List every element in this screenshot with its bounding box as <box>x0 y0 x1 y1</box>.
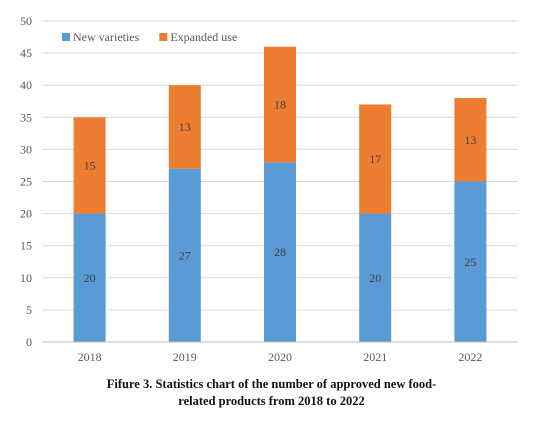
x-tick-label: 2019 <box>173 350 197 364</box>
data-label: 25 <box>464 255 476 269</box>
y-tick-label: 20 <box>20 207 32 221</box>
y-tick-label: 35 <box>20 110 32 124</box>
x-tick-label: 2018 <box>78 350 102 364</box>
data-label: 15 <box>84 158 96 172</box>
bars <box>73 46 487 342</box>
x-tick-label: 2020 <box>268 350 292 364</box>
y-tick-label: 50 <box>20 14 32 28</box>
legend-swatch <box>159 33 168 41</box>
data-label: 13 <box>464 133 476 147</box>
y-tick-label: 40 <box>20 78 32 92</box>
caption-line-1: Fifure 3. Statistics chart of the number… <box>106 377 437 391</box>
bar-segment <box>73 213 106 342</box>
y-tick-label: 25 <box>20 175 32 189</box>
y-tick-label: 0 <box>26 335 32 349</box>
bar-segment <box>73 117 106 214</box>
bar-segment <box>454 181 487 342</box>
data-label: 20 <box>369 271 381 285</box>
y-axis: 0 5 10 15 20 25 30 35 40 45 50 <box>20 14 32 349</box>
data-label: 20 <box>84 271 96 285</box>
bar-segment <box>359 104 392 214</box>
bar-segment <box>454 98 487 182</box>
y-tick-label: 5 <box>26 303 32 317</box>
data-label: 28 <box>274 245 286 259</box>
figure-caption: Fifure 3. Statistics chart of the number… <box>0 376 543 410</box>
stacked-bar-chart: 0 5 10 15 20 25 30 35 40 45 50 20 15 27 13 28 18 20 17 25 1… <box>20 14 518 364</box>
bar-segment <box>168 85 201 169</box>
legend-label: Expanded use <box>170 30 237 44</box>
data-label: 17 <box>369 152 381 166</box>
y-tick-label: 45 <box>20 46 32 60</box>
data-label: 27 <box>179 248 191 262</box>
data-label: 13 <box>179 120 191 134</box>
y-tick-label: 15 <box>20 239 32 253</box>
legend: New varieties Expanded use <box>62 30 237 44</box>
bar-segment <box>264 46 296 163</box>
caption-line-2: related products from 2018 to 2022 <box>178 394 365 408</box>
data-label: 18 <box>274 97 286 111</box>
bar-segment <box>359 213 392 342</box>
legend-label: New varieties <box>73 30 140 44</box>
bar-segment <box>264 162 296 342</box>
y-tick-label: 10 <box>20 271 32 285</box>
y-tick-label: 30 <box>20 142 32 156</box>
legend-swatch <box>62 33 70 41</box>
x-tick-label: 2022 <box>458 350 482 364</box>
x-axis: 2018 2019 2020 2021 2022 <box>42 341 518 364</box>
data-labels: 20 15 27 13 28 18 20 17 25 13 <box>84 97 477 284</box>
bar-segment <box>168 168 201 342</box>
x-tick-label: 2021 <box>363 350 387 364</box>
